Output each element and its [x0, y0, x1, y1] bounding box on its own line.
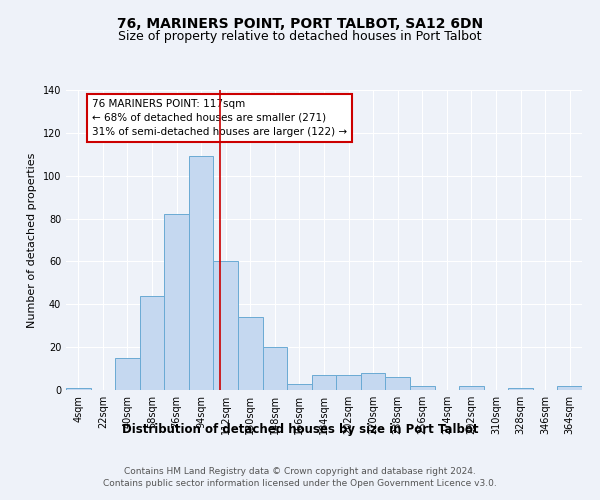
Bar: [263, 347, 287, 390]
Bar: [312, 375, 336, 390]
Bar: [115, 358, 140, 390]
Bar: [459, 386, 484, 390]
Bar: [410, 386, 434, 390]
Bar: [140, 296, 164, 390]
Bar: [164, 214, 189, 390]
Bar: [336, 375, 361, 390]
Bar: [66, 388, 91, 390]
Text: Contains HM Land Registry data © Crown copyright and database right 2024.: Contains HM Land Registry data © Crown c…: [124, 467, 476, 476]
Bar: [385, 377, 410, 390]
Text: 76 MARINERS POINT: 117sqm
← 68% of detached houses are smaller (271)
31% of semi: 76 MARINERS POINT: 117sqm ← 68% of detac…: [92, 99, 347, 137]
Y-axis label: Number of detached properties: Number of detached properties: [27, 152, 37, 328]
Text: 76, MARINERS POINT, PORT TALBOT, SA12 6DN: 76, MARINERS POINT, PORT TALBOT, SA12 6D…: [117, 18, 483, 32]
Bar: [238, 317, 263, 390]
Text: Contains public sector information licensed under the Open Government Licence v3: Contains public sector information licen…: [103, 478, 497, 488]
Bar: [287, 384, 312, 390]
Bar: [189, 156, 214, 390]
Bar: [361, 373, 385, 390]
Bar: [508, 388, 533, 390]
Text: Size of property relative to detached houses in Port Talbot: Size of property relative to detached ho…: [118, 30, 482, 43]
Bar: [557, 386, 582, 390]
Text: Distribution of detached houses by size in Port Talbot: Distribution of detached houses by size …: [122, 422, 478, 436]
Bar: [214, 262, 238, 390]
